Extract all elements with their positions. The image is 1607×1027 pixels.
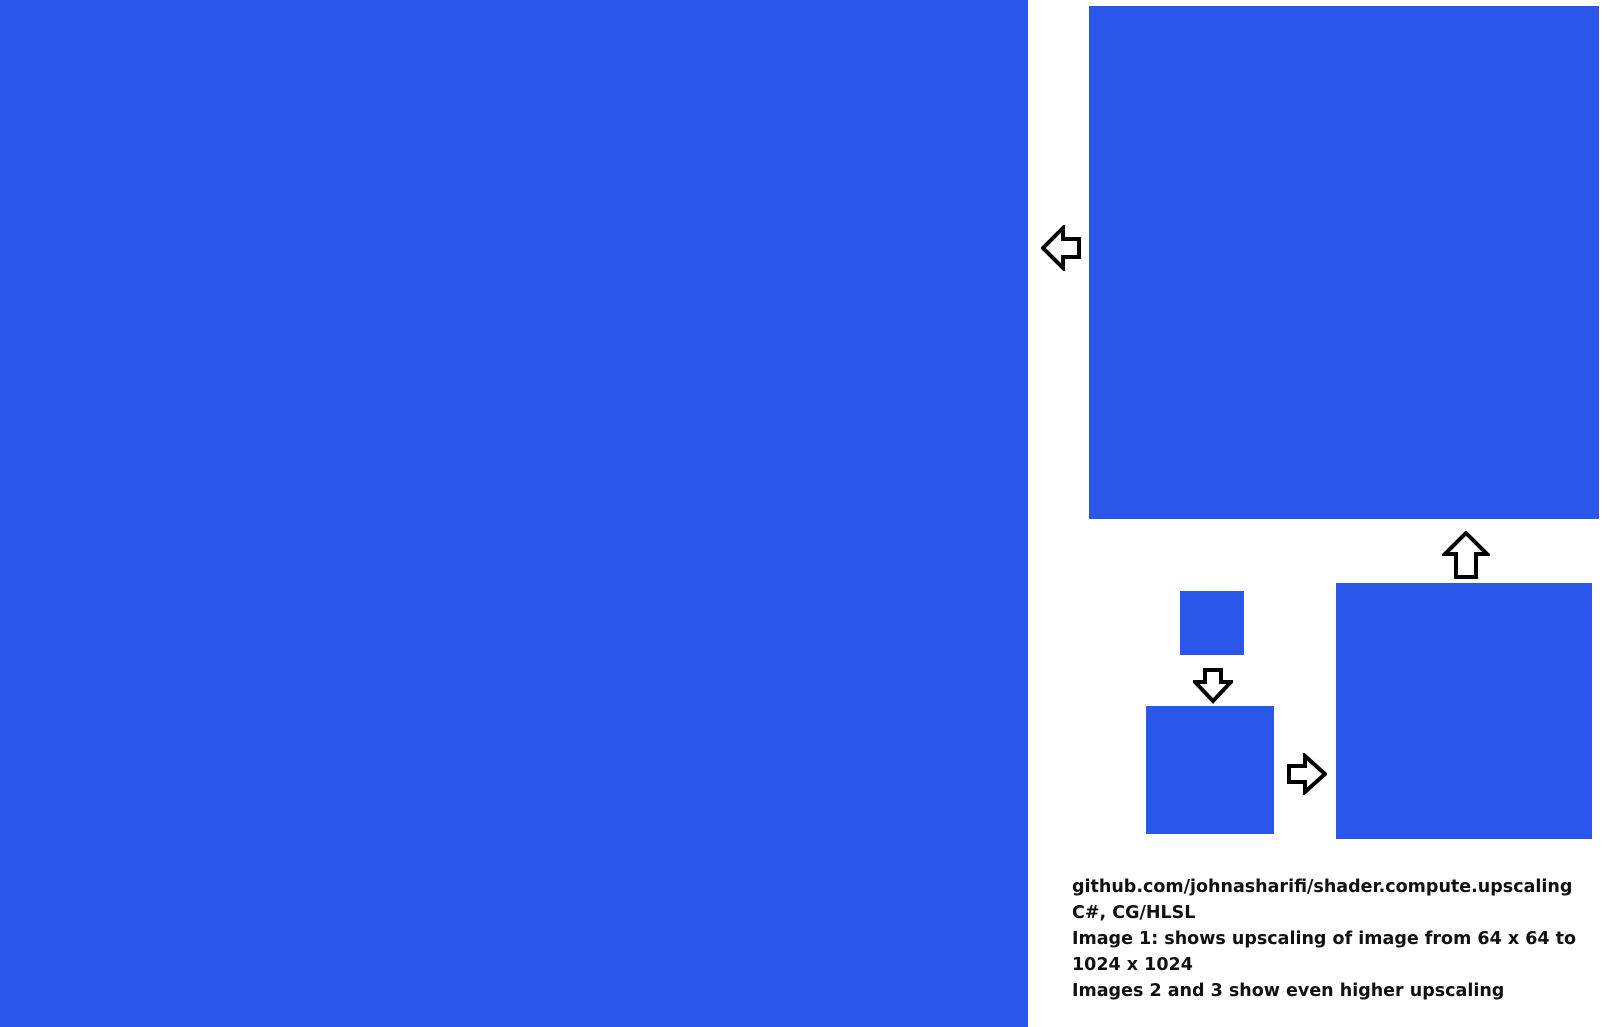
caption-repo-link[interactable]: github.com/johnasharifi/shader.compute.u… <box>1072 877 1573 897</box>
map-canvas <box>1146 706 1274 834</box>
arrow-up-icon <box>1440 530 1492 584</box>
map-image-1 <box>0 0 1028 1027</box>
map-canvas <box>1336 583 1592 839</box>
map-image-3 <box>1089 6 1599 519</box>
map-canvas <box>1180 591 1244 655</box>
source-map-64 <box>1180 591 1244 655</box>
caption-image-1-description: Image 1: shows upscaling of image from 6… <box>1072 929 1577 975</box>
caption: github.com/johnasharifi/shader.compute.u… <box>1072 874 1592 1004</box>
map-canvas <box>1089 6 1599 519</box>
arrow-left-icon <box>1040 223 1081 276</box>
caption-languages: C#, CG/HLSL <box>1072 903 1196 923</box>
arrow-right-icon <box>1287 751 1328 800</box>
arrow-down-icon <box>1190 668 1236 709</box>
caption-images-2-3-description: Images 2 and 3 show even higher upscalin… <box>1072 981 1505 1001</box>
map-image-2 <box>1336 583 1592 839</box>
map-canvas <box>0 0 1028 1027</box>
map-upscaled-small <box>1146 706 1274 834</box>
